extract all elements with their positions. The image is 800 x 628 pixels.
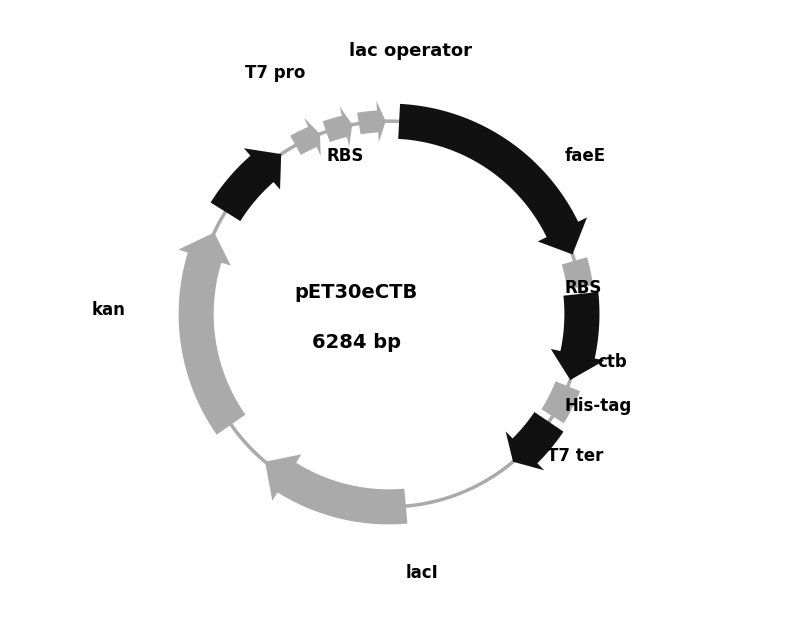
Text: kan: kan [91, 301, 126, 318]
Polygon shape [542, 381, 580, 423]
Polygon shape [357, 100, 386, 143]
Polygon shape [290, 118, 321, 156]
Text: RBS: RBS [326, 147, 364, 165]
Polygon shape [550, 292, 604, 380]
Text: ctb: ctb [598, 353, 627, 371]
Text: lac operator: lac operator [350, 42, 473, 60]
Polygon shape [398, 104, 587, 254]
Polygon shape [210, 148, 281, 221]
Text: pET30eCTB: pET30eCTB [294, 283, 418, 301]
Text: RBS: RBS [564, 279, 602, 296]
Polygon shape [265, 454, 407, 524]
Text: 6284 bp: 6284 bp [312, 333, 401, 352]
Polygon shape [562, 257, 593, 289]
Text: faeE: faeE [564, 147, 606, 165]
Polygon shape [506, 412, 563, 470]
Text: T7 ter: T7 ter [547, 448, 603, 465]
Polygon shape [178, 232, 246, 435]
Text: T7 pro: T7 pro [245, 64, 306, 82]
Polygon shape [322, 106, 352, 146]
Text: lacI: lacI [406, 563, 438, 582]
Text: His-tag: His-tag [564, 397, 632, 415]
